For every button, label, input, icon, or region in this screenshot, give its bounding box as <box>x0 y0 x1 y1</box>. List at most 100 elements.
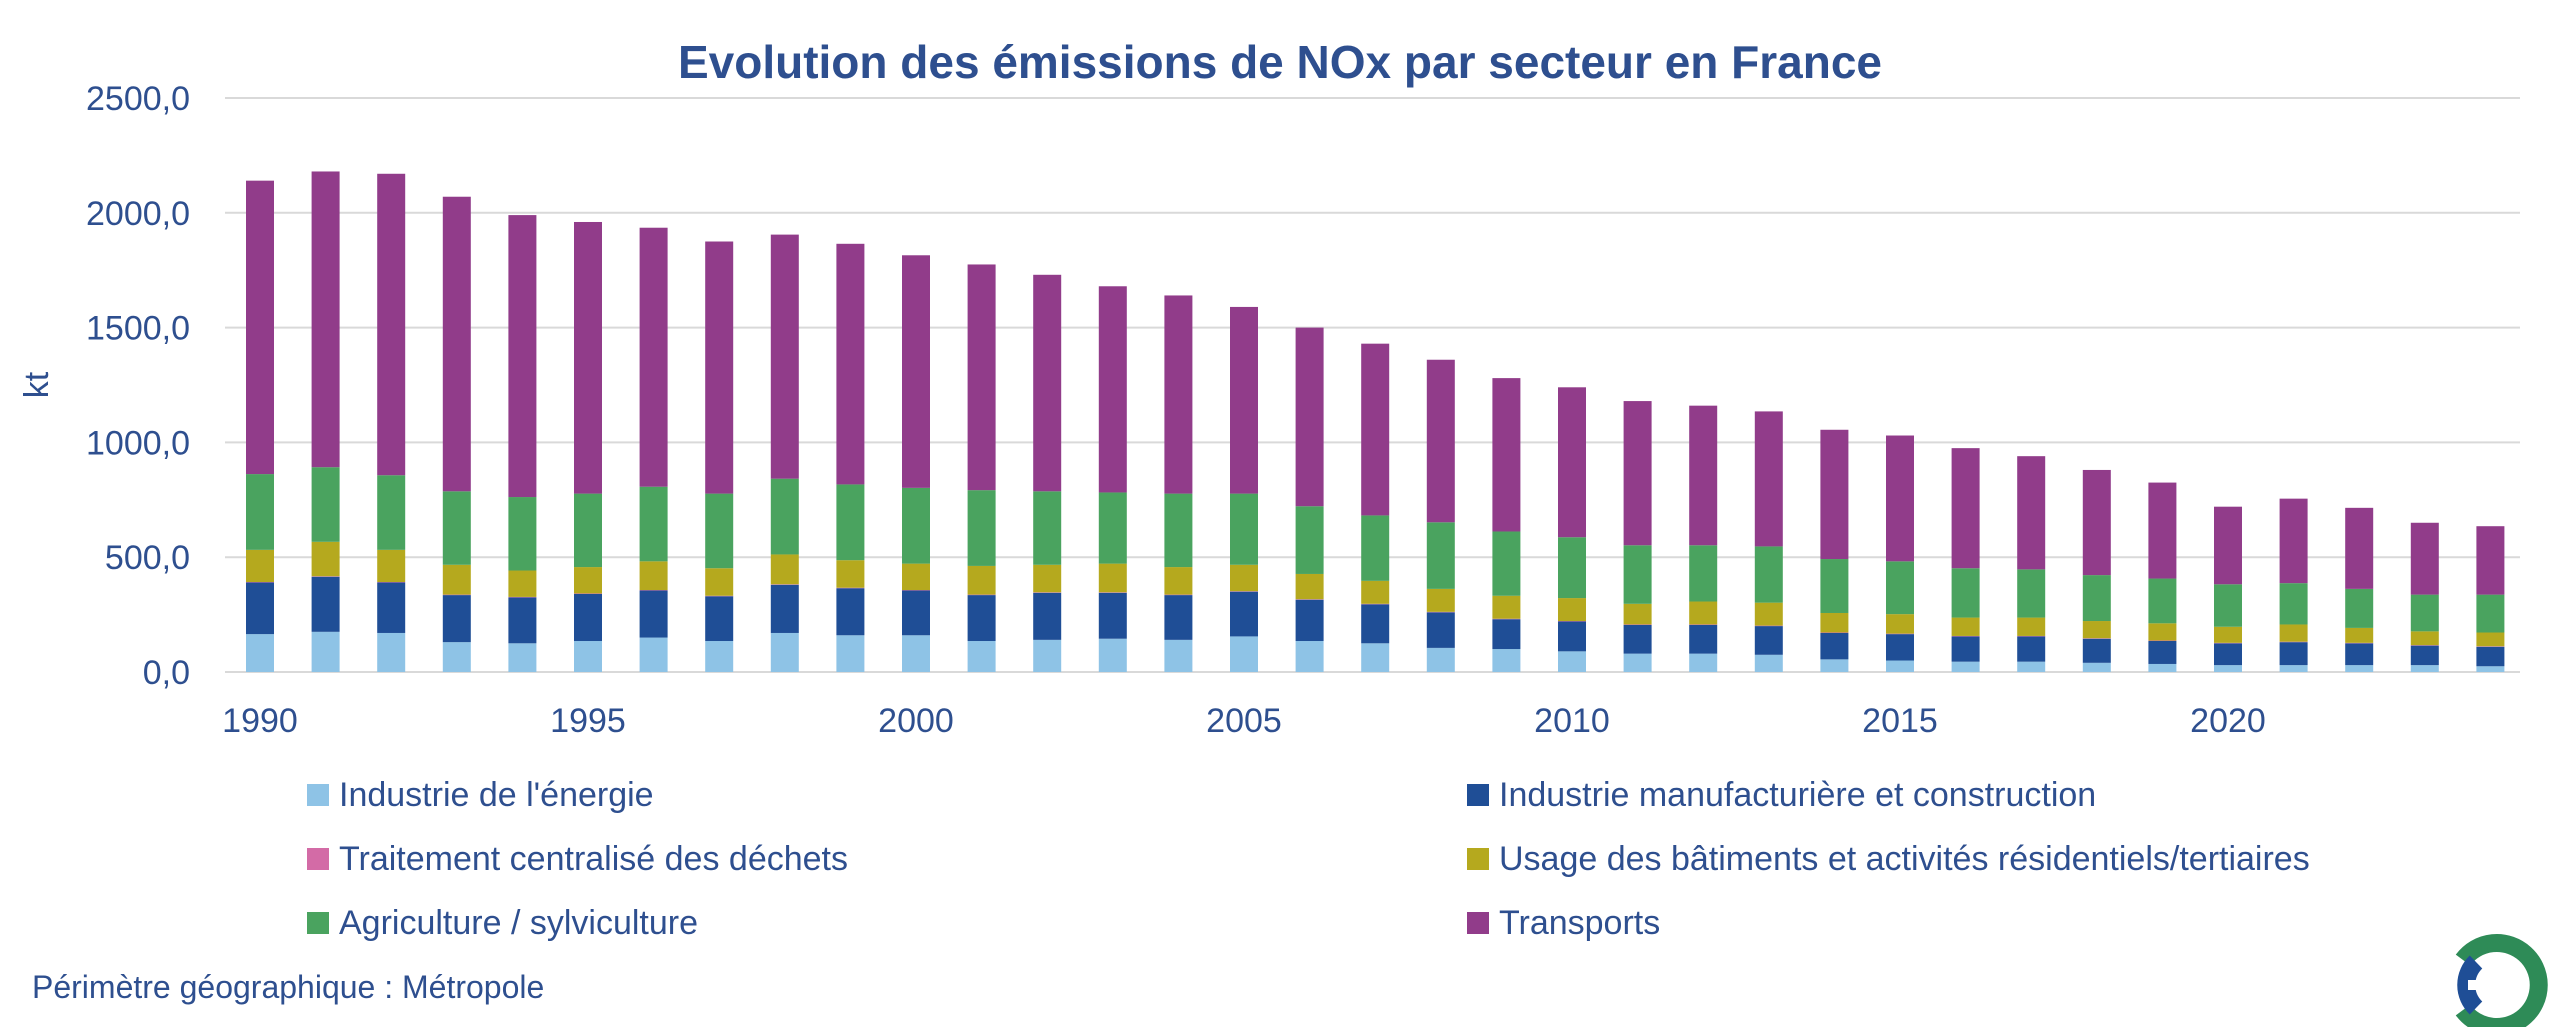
bar-segment <box>1361 643 1390 672</box>
bar-segment <box>2345 627 2374 643</box>
bar-segment <box>836 588 865 636</box>
bar-segment <box>639 227 668 487</box>
bar-segment <box>311 541 340 577</box>
bar-segment <box>1230 591 1258 637</box>
bar-segment <box>836 484 865 561</box>
bar-segment <box>1426 612 1455 648</box>
bar-stack-2006 <box>1295 327 1324 672</box>
bar-segment <box>1558 651 1586 672</box>
bar-segment <box>508 597 537 644</box>
legend-item: Transports <box>1467 904 1660 942</box>
bar-segment <box>1820 659 1849 672</box>
bar-segment <box>377 582 406 633</box>
legend-swatch <box>1467 848 1489 870</box>
bar-segment <box>1689 405 1718 546</box>
bar-stack-2003 <box>1098 286 1127 672</box>
bar-stack-2010 <box>1558 387 1586 672</box>
bar-segment <box>967 490 996 566</box>
bar-segment <box>2082 621 2111 639</box>
bar-segment <box>2082 662 2111 672</box>
bar-segment <box>442 491 471 565</box>
bar-segment <box>1951 568 1980 618</box>
x-tick-label: 2015 <box>1862 702 1938 740</box>
bar-segment <box>2345 588 2374 628</box>
bar-segment <box>1295 327 1324 507</box>
bar-segment <box>705 568 734 596</box>
bar-segment <box>1886 435 1914 562</box>
y-tick-label: 500,0 <box>105 539 190 577</box>
bar-segment <box>967 565 996 595</box>
bar-stack-1998 <box>770 234 799 672</box>
bar-stack-2016 <box>1951 448 1980 672</box>
bar-stack-2012 <box>1689 405 1718 672</box>
bar-segment <box>1426 588 1455 612</box>
bar-segment <box>246 634 274 672</box>
bar-segment <box>2476 646 2505 667</box>
bar-segment <box>902 590 930 636</box>
bar-segment <box>2214 643 2242 666</box>
legend-item: Industrie manufacturière et construction <box>1467 776 2096 814</box>
stacked-bars <box>246 171 2505 672</box>
bar-segment <box>639 486 668 562</box>
bar-segment <box>2148 482 2177 579</box>
legend-swatch <box>1467 912 1489 934</box>
bar-segment <box>2279 624 2308 642</box>
bar-segment <box>311 631 340 672</box>
bar-segment <box>2017 569 2046 618</box>
bar-segment <box>705 493 734 569</box>
legend-item: Usage des bâtiments et activités résiden… <box>1467 840 2310 878</box>
y-tick-label: 2500,0 <box>86 80 190 118</box>
bar-segment <box>1230 493 1258 565</box>
bar-segment <box>1230 564 1258 592</box>
bar-stack-2001 <box>967 264 996 672</box>
bar-segment <box>1689 653 1718 672</box>
bar-segment <box>1623 653 1652 672</box>
bar-segment <box>1295 573 1324 600</box>
bar-segment <box>2279 498 2308 584</box>
bar-segment <box>442 196 471 492</box>
legend-swatch <box>307 912 329 934</box>
bar-segment <box>246 549 274 582</box>
bar-stack-2007 <box>1361 343 1390 672</box>
bar-segment <box>1164 639 1193 672</box>
x-tick-label: 1995 <box>550 702 626 740</box>
bar-segment <box>705 596 734 642</box>
bar-segment <box>2148 641 2177 664</box>
bar-segment <box>1361 604 1390 644</box>
x-tick-label: 2010 <box>1534 702 1610 740</box>
bar-segment <box>1098 592 1127 639</box>
bar-segment <box>770 478 799 555</box>
bar-segment <box>574 567 602 594</box>
bar-segment <box>377 475 406 550</box>
bar-segment <box>2410 631 2439 646</box>
bar-stack-2005 <box>1230 306 1258 672</box>
bar-segment <box>902 635 930 672</box>
bar-segment <box>2279 642 2308 666</box>
bar-segment <box>1820 559 1849 613</box>
bar-segment <box>2279 665 2308 672</box>
footnote: Périmètre géographique : Métropole <box>32 969 544 1005</box>
bar-segment <box>1820 429 1849 560</box>
bar-segment <box>2410 665 2439 672</box>
bar-segment <box>770 584 799 633</box>
bar-segment <box>1623 545 1652 604</box>
bar-segment <box>508 570 537 597</box>
bar-segment <box>639 590 668 638</box>
bar-segment <box>1492 378 1521 532</box>
bar-stack-1993 <box>442 196 471 672</box>
bar-segment <box>246 474 274 550</box>
bar-segment <box>574 221 602 494</box>
bar-stack-2023 <box>2410 522 2439 672</box>
bar-segment <box>2410 645 2439 666</box>
bar-segment <box>1754 602 1783 626</box>
y-tick-label: 2000,0 <box>86 195 190 233</box>
bar-segment <box>377 632 406 672</box>
legend: Industrie de l'énergie Industrie manufact… <box>307 776 2310 942</box>
x-tick-label: 2000 <box>878 702 954 740</box>
bar-stack-2019 <box>2148 482 2177 672</box>
bar-segment <box>1820 612 1849 633</box>
bar-segment <box>1492 649 1521 672</box>
bar-segment <box>2214 665 2242 672</box>
bar-segment <box>902 255 930 488</box>
